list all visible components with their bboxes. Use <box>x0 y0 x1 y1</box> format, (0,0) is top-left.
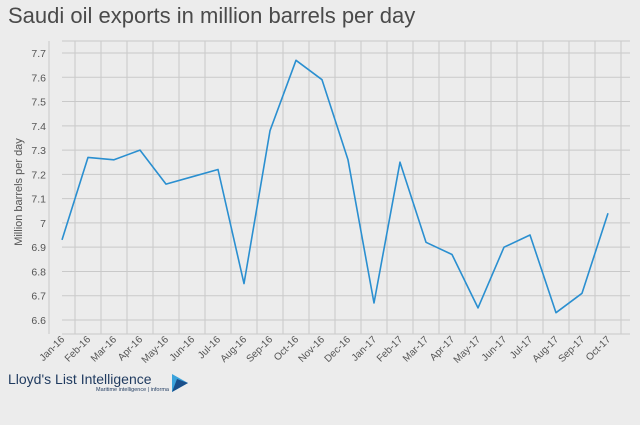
y-tick-labels: 6.6 6.7 6.8 6.9 7 7.1 7.2 7.3 7.4 7.5 7.6 7.7 <box>31 48 46 327</box>
y-tick-label: 6.7 <box>31 291 46 303</box>
y-tick-label: 7.6 <box>31 72 46 84</box>
x-tick-label: Aug-17 <box>531 334 562 365</box>
x-tick-label: Oct-17 <box>584 334 613 363</box>
x-tick-label: Aug-16 <box>219 334 250 365</box>
x-tick-label: Dec-16 <box>323 334 354 365</box>
y-tick-label: 7.2 <box>31 169 46 181</box>
brand-logo-block: Lloyd's List Intelligence Maritime intel… <box>8 371 189 394</box>
grid-lines <box>48 40 630 335</box>
data-series <box>61 59 609 314</box>
x-tick-label: Jan-17 <box>350 334 380 364</box>
y-tick-label: 7.7 <box>31 48 46 60</box>
x-tick-label: May-17 <box>452 334 484 366</box>
x-tick-label: Feb-17 <box>375 334 405 364</box>
y-tick-label: 7.4 <box>31 121 46 133</box>
y-tick-label: 7 <box>40 218 46 230</box>
y-tick-label: 6.6 <box>31 315 46 327</box>
chart-title: Saudi oil exports in million barrels per… <box>8 3 416 28</box>
y-axis-label: Million barrels per day <box>13 138 25 246</box>
x-tick-label: Jan-16 <box>38 334 68 364</box>
play-triangle-logo-icon <box>171 374 188 392</box>
y-tick-label: 7.1 <box>31 194 46 206</box>
x-tick-label: Jun-16 <box>168 334 198 364</box>
x-tick-label: Sep-16 <box>245 334 276 365</box>
brand-name: Lloyd's List Intelligence <box>8 371 152 387</box>
y-tick-label: 6.9 <box>31 242 46 254</box>
series-line <box>61 59 609 314</box>
y-tick-label: 7.3 <box>31 145 46 157</box>
x-tick-labels: Jan-16Feb-16Mar-16Apr-16May-16Jun-16Jul-… <box>38 334 614 366</box>
x-tick-label: Sep-17 <box>557 334 588 365</box>
x-tick-label: May-16 <box>140 334 172 366</box>
x-tick-label: Mar-16 <box>89 334 119 364</box>
x-tick-label: Jun-17 <box>480 334 510 364</box>
x-tick-label: Nov-16 <box>297 334 328 365</box>
x-tick-label: Feb-16 <box>63 334 93 364</box>
y-tick-label: 6.8 <box>31 266 46 278</box>
y-tick-label: 7.5 <box>31 97 46 109</box>
x-tick-label: Mar-17 <box>401 334 431 364</box>
brand-tagline: Maritime intelligence | informa <box>96 387 169 393</box>
